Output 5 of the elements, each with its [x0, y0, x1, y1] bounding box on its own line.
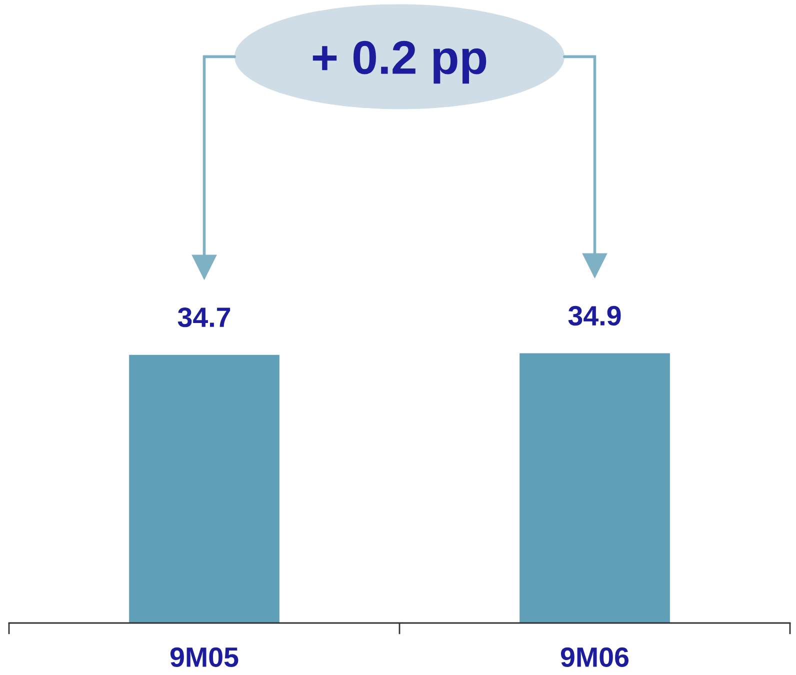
- x-tick-label: 9M05: [170, 647, 238, 668]
- text: + 0.2 pp: [312, 40, 486, 84]
- data-label: 34.9: [568, 306, 621, 326]
- x-tick-label: 9M06: [560, 647, 628, 668]
- data-label: 34.7: [178, 307, 230, 328]
